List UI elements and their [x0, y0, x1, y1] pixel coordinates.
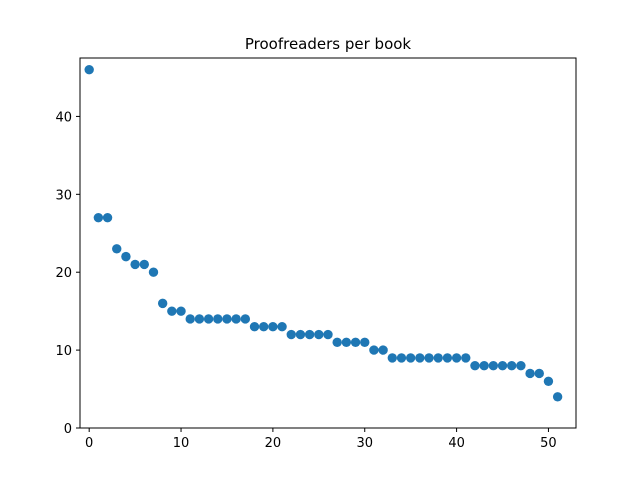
data-point [176, 306, 186, 316]
data-point [451, 353, 462, 363]
data-point [268, 322, 278, 332]
data-point [185, 314, 195, 324]
data-point [433, 353, 443, 363]
data-point [543, 376, 554, 386]
data-point [167, 306, 177, 316]
y-tick-label: 40 [55, 110, 72, 125]
x-tick-label: 0 [85, 436, 93, 451]
data-point [461, 353, 471, 363]
data-point [148, 267, 159, 277]
data-point [286, 329, 296, 340]
data-point [396, 353, 407, 363]
data-point [203, 314, 214, 324]
data-point [341, 337, 352, 348]
data-point [516, 360, 526, 371]
data-point [249, 322, 260, 332]
data-point [314, 329, 324, 340]
data-point [213, 314, 223, 324]
data-point [415, 353, 425, 363]
data-point [387, 353, 397, 363]
data-point [157, 298, 168, 309]
data-point [442, 353, 453, 363]
data-point [497, 360, 508, 371]
data-point [112, 244, 122, 254]
data-point [378, 345, 388, 355]
data-point [507, 360, 517, 371]
data-point [369, 345, 379, 355]
y-tick-label: 30 [55, 188, 72, 203]
axes-frame [79, 57, 577, 429]
axis-ticks: 0 10 20 30 40 50 0 10 20 30 40 [55, 110, 556, 451]
data-points [84, 64, 563, 402]
data-point [84, 64, 94, 75]
data-point [323, 329, 333, 340]
y-tick-label: 10 [55, 344, 72, 359]
y-tick-label: 0 [64, 422, 72, 437]
data-point [240, 314, 251, 324]
data-point [121, 251, 131, 262]
data-point [277, 322, 287, 332]
data-point [479, 360, 489, 371]
data-point [194, 314, 205, 324]
data-point [534, 368, 544, 379]
data-point [488, 360, 499, 371]
data-point [332, 337, 342, 348]
data-point [139, 259, 149, 270]
data-point [470, 360, 480, 371]
x-tick-label: 10 [173, 436, 190, 451]
data-point [552, 392, 563, 402]
data-point [424, 353, 434, 363]
data-point [525, 368, 535, 379]
data-point [360, 337, 370, 348]
data-point [102, 212, 113, 223]
data-point [231, 314, 241, 324]
data-point [222, 314, 232, 324]
data-point [130, 259, 140, 270]
x-tick-label: 20 [265, 436, 282, 451]
chart-title: Proofreaders per book [245, 35, 412, 53]
data-point [405, 353, 416, 363]
x-tick-label: 40 [448, 436, 465, 451]
y-tick-label: 20 [55, 266, 72, 281]
data-point [304, 329, 315, 340]
data-point [295, 329, 306, 340]
data-point [93, 212, 104, 223]
x-tick-label: 50 [540, 436, 557, 451]
data-point [350, 337, 361, 348]
x-tick-label: 30 [356, 436, 373, 451]
data-point [259, 322, 269, 332]
